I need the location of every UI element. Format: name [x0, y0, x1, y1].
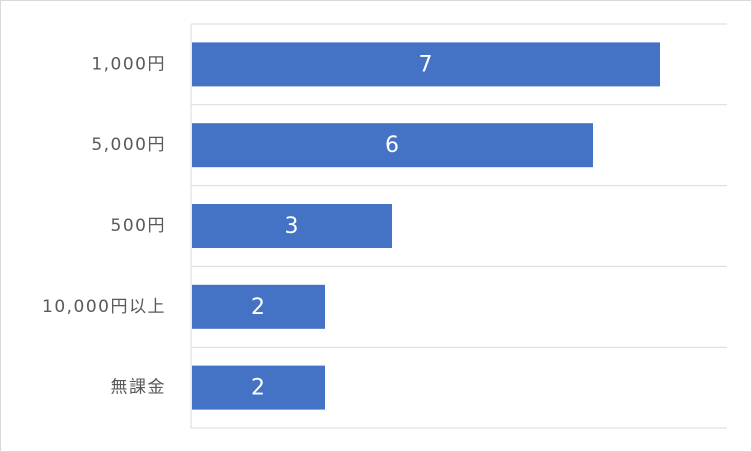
category-label: 無課金 [111, 378, 167, 398]
bar [192, 284, 325, 329]
category-label: 500円 [111, 216, 166, 236]
category-label: 5,000円 [91, 135, 166, 155]
data-labels: 7 6 3 2 2 [251, 52, 433, 400]
data-label: 2 [251, 295, 265, 320]
data-label: 7 [419, 52, 433, 77]
data-label: 3 [285, 214, 299, 239]
data-label: 6 [385, 133, 399, 158]
data-label: 2 [251, 376, 265, 401]
bar [192, 365, 325, 410]
category-label: 1,000円 [91, 54, 166, 74]
bar [192, 204, 392, 248]
bar [192, 42, 660, 87]
gridlines [190, 23, 727, 429]
bar [192, 123, 593, 168]
bars [192, 42, 660, 410]
category-label: 10,000円以上 [42, 297, 166, 317]
